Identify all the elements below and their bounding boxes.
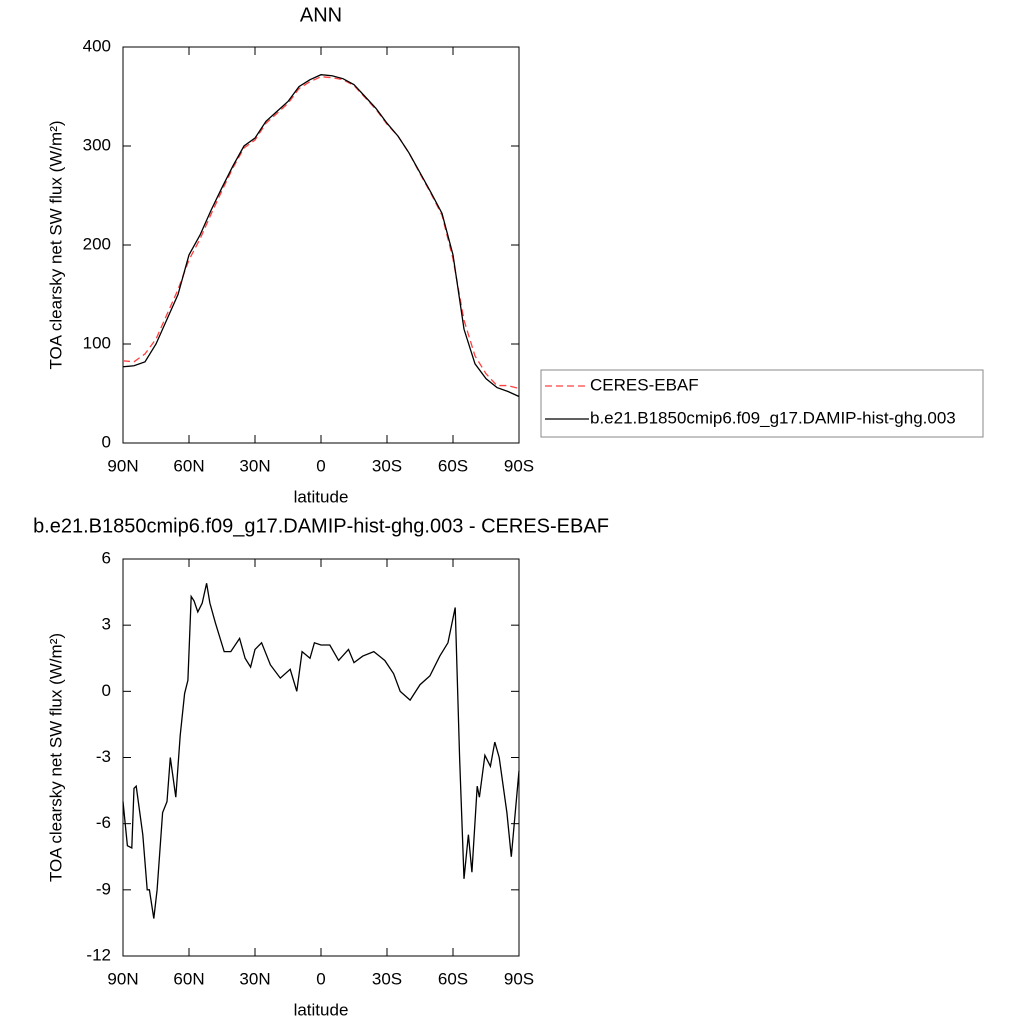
chart-title: b.e21.B1850cmip6.f09_g17.DAMIP-hist-ghg.…: [33, 515, 609, 537]
legend-label: b.e21.B1850cmip6.f09_g17.DAMIP-hist-ghg.…: [590, 408, 956, 427]
x-tick-label: 60N: [173, 456, 204, 475]
y-axis-label: TOA clearsky net SW flux (W/m²): [46, 633, 65, 882]
x-tick-label: 0: [316, 456, 325, 475]
x-tick-label: 60N: [173, 969, 204, 988]
x-tick-label: 60S: [438, 456, 468, 475]
y-tick-label: -12: [86, 945, 111, 964]
data-line: [122, 583, 520, 919]
legend-label: CERES-EBAF: [590, 375, 699, 394]
x-tick-label: 90S: [504, 969, 534, 988]
y-axis-label: TOA clearsky net SW flux (W/m²): [46, 120, 65, 369]
x-tick-label: 90S: [504, 456, 534, 475]
y-tick-label: -3: [96, 747, 111, 766]
y-tick-label: -9: [96, 879, 111, 898]
y-tick-label: 400: [83, 36, 111, 55]
x-axis-label: latitude: [294, 1000, 349, 1019]
y-tick-label: 0: [102, 432, 111, 451]
y-tick-label: 200: [83, 234, 111, 253]
y-tick-label: -6: [96, 813, 111, 832]
data-line: [122, 76, 520, 390]
x-tick-label: 30S: [372, 456, 402, 475]
chart-title: ANN: [300, 4, 342, 26]
x-tick-label: 30N: [239, 456, 270, 475]
x-tick-label: 90N: [107, 456, 138, 475]
plot-frame: [122, 46, 520, 444]
x-tick-label: 60S: [438, 969, 468, 988]
x-tick-label: 0: [316, 969, 325, 988]
x-tick-label: 30S: [372, 969, 402, 988]
y-tick-label: 3: [102, 615, 111, 634]
x-tick-label: 90N: [107, 969, 138, 988]
x-tick-label: 30N: [239, 969, 270, 988]
x-axis-label: latitude: [294, 487, 349, 506]
legend-box: [540, 369, 984, 438]
y-tick-label: 100: [83, 333, 111, 352]
data-line: [122, 74, 520, 398]
y-tick-label: 0: [102, 681, 111, 700]
y-tick-label: 300: [83, 135, 111, 154]
y-tick-label: 6: [102, 548, 111, 567]
